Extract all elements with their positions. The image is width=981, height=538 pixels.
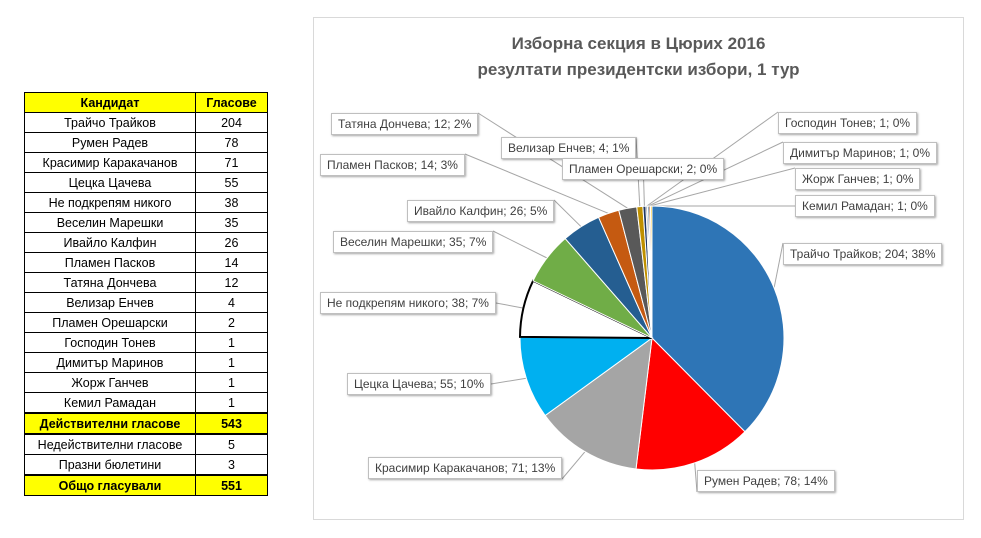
table-row: Цецка Цачева 55 <box>24 172 268 193</box>
leader-line <box>492 230 548 259</box>
blank-ballots-label: Празни бюлетини <box>24 454 196 476</box>
table-row: Веселин Марешки 35 <box>24 212 268 233</box>
pie-slice <box>519 336 654 417</box>
pie-slice <box>544 336 653 470</box>
table-row: Татяна Дончева 12 <box>24 272 268 293</box>
candidate-name: Пламен Орешарски <box>24 312 196 333</box>
slice-data-label: Пламен Пасков; 14; 3% <box>320 154 465 176</box>
table-row: Трайчо Трайков 204 <box>24 112 268 133</box>
results-table: Кандидат Гласове Трайчо Трайков 204 Румен… <box>24 92 268 496</box>
vote-count: 38 <box>195 192 268 213</box>
blank-ballots-row: Празни бюлетини 3 <box>24 454 268 476</box>
column-header-candidate: Кандидат <box>24 92 196 113</box>
vote-count: 1 <box>195 392 268 414</box>
slice-data-label: Веселин Марешки; 35; 7% <box>333 231 494 253</box>
table-body: Трайчо Трайков 204 Румен Радев 78 Красимир… <box>24 112 268 496</box>
vote-count: 55 <box>195 172 268 193</box>
table-header-row: Кандидат Гласове <box>24 92 268 113</box>
slice-data-label: Не подкрепям никого; 38; 7% <box>320 292 496 314</box>
table-row: Жорж Ганчев 1 <box>24 372 268 393</box>
leader-line <box>561 451 586 480</box>
valid-votes-row: Действителни гласове 543 <box>24 412 268 435</box>
slice-data-label: Трайчо Трайков; 204; 38% <box>783 243 943 265</box>
leader-line <box>649 167 796 207</box>
candidate-name: Трайчо Трайков <box>24 112 196 133</box>
vote-count: 35 <box>195 212 268 233</box>
vote-count: 26 <box>195 232 268 253</box>
candidate-name: Веселин Марешки <box>24 212 196 233</box>
leader-line <box>495 302 524 309</box>
table-row: Димитър Маринов 1 <box>24 352 268 373</box>
vote-count: 71 <box>195 152 268 173</box>
slice-data-label: Господин Тонев; 1; 0% <box>778 112 918 134</box>
candidate-name: Красимир Каракачанов <box>24 152 196 173</box>
table-row: Не подкрепям никого 38 <box>24 192 268 213</box>
table-row: Господин Тонев 1 <box>24 332 268 353</box>
candidate-name: Не подкрепям никого <box>24 192 196 213</box>
invalid-votes-label: Недействителни гласове <box>24 433 196 455</box>
valid-votes-value: 543 <box>195 412 268 435</box>
vote-count: 12 <box>195 272 268 293</box>
candidate-name: Ивайло Калфин <box>24 232 196 253</box>
slice-data-label: Красимир Каракачанов; 71; 13% <box>368 457 563 479</box>
pie-slice <box>651 205 785 433</box>
chart-title: Изборна секция в Цюрих 2016 <box>511 34 766 53</box>
candidate-name: Жорж Ганчев <box>24 372 196 393</box>
invalid-votes-value: 5 <box>195 433 268 455</box>
candidate-name: Румен Радев <box>24 132 196 153</box>
vote-count: 204 <box>195 112 268 133</box>
candidate-name: Татяна Дончева <box>24 272 196 293</box>
table-row: Ивайло Калфин 26 <box>24 232 268 253</box>
vote-count: 1 <box>195 372 268 393</box>
table-row: Велизар Енчев 4 <box>24 292 268 313</box>
leader-line <box>773 242 784 288</box>
chart-area: Изборна секция в Цюрих 2016 резултати пр… <box>313 17 964 520</box>
leader-line <box>477 112 628 209</box>
table-row: Пламен Пасков 14 <box>24 252 268 273</box>
candidate-name: Димитър Маринов <box>24 352 196 373</box>
vote-count: 1 <box>195 332 268 353</box>
total-voted-label: Общо гласували <box>24 474 196 496</box>
leader-line <box>694 462 698 493</box>
vote-count: 14 <box>195 252 268 273</box>
table-row: Пламен Орешарски 2 <box>24 312 268 333</box>
slice-data-label: Пламен Орешарски; 2; 0% <box>562 158 725 180</box>
slice-data-label: Цецка Цачева; 55; 10% <box>347 373 492 395</box>
leader-line <box>464 153 609 214</box>
table-row: Румен Радев 78 <box>24 132 268 153</box>
vote-count: 78 <box>195 132 268 153</box>
candidate-name: Цецка Цачева <box>24 172 196 193</box>
candidate-name: Кемил Рамадан <box>24 392 196 414</box>
total-voted-row: Общо гласували 551 <box>24 474 268 496</box>
invalid-votes-row: Недействителни гласове 5 <box>24 433 268 455</box>
candidate-name: Велизар Енчев <box>24 292 196 313</box>
column-header-votes: Гласове <box>195 92 268 113</box>
slice-data-label: Кемил Рамадан; 1; 0% <box>795 195 935 217</box>
pie-chart <box>464 111 796 493</box>
total-voted-value: 551 <box>195 474 268 496</box>
blank-ballots-value: 3 <box>195 454 268 476</box>
slice-data-label: Татяна Дончева; 12; 2% <box>331 113 479 135</box>
leader-line <box>490 377 527 385</box>
table-row: Кемил Рамадан 1 <box>24 392 268 414</box>
valid-votes-label: Действителни гласове <box>24 412 196 435</box>
pie-slice <box>649 205 653 339</box>
table-row: Красимир Каракачанов 71 <box>24 152 268 173</box>
vote-count: 1 <box>195 352 268 373</box>
slice-data-label: Жорж Ганчев; 1; 0% <box>795 168 921 190</box>
slice-data-label: Велизар Енчев; 4; 1% <box>501 137 637 159</box>
candidate-name: Господин Тонев <box>24 332 196 353</box>
candidate-name: Пламен Пасков <box>24 252 196 273</box>
pie-slice <box>635 336 746 471</box>
slice-data-label: Димитър Маринов; 1; 0% <box>783 142 937 164</box>
chart-subtitle: резултати президентски избори, 1 тур <box>477 60 800 79</box>
slice-data-label: Румен Радев; 78; 14% <box>697 470 835 492</box>
slice-data-label: Ивайло Калфин; 26; 5% <box>407 200 555 222</box>
vote-count: 4 <box>195 292 268 313</box>
vote-count: 2 <box>195 312 268 333</box>
leader-line <box>553 199 582 228</box>
